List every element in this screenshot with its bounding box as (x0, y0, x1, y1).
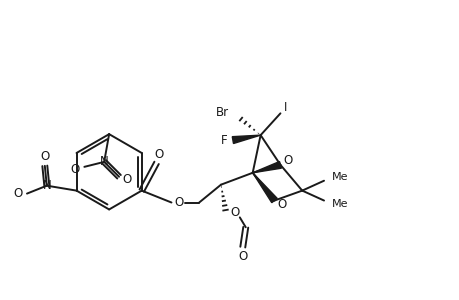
Text: F: F (220, 134, 227, 147)
Text: O: O (122, 173, 131, 186)
Text: Me: Me (331, 200, 348, 209)
Text: Br: Br (215, 106, 229, 119)
Text: O: O (283, 154, 292, 167)
Polygon shape (252, 173, 277, 203)
Polygon shape (252, 161, 281, 173)
Text: I: I (283, 101, 286, 114)
Text: N: N (100, 155, 108, 168)
Text: O: O (154, 148, 163, 161)
Text: O: O (40, 150, 49, 164)
Text: O: O (230, 206, 239, 219)
Text: O: O (277, 198, 286, 211)
Text: O: O (13, 187, 22, 200)
Polygon shape (232, 135, 260, 143)
Text: O: O (71, 163, 80, 176)
Text: O: O (174, 196, 184, 209)
Text: O: O (238, 250, 247, 262)
Text: N: N (42, 179, 51, 192)
Text: Me: Me (331, 172, 348, 182)
